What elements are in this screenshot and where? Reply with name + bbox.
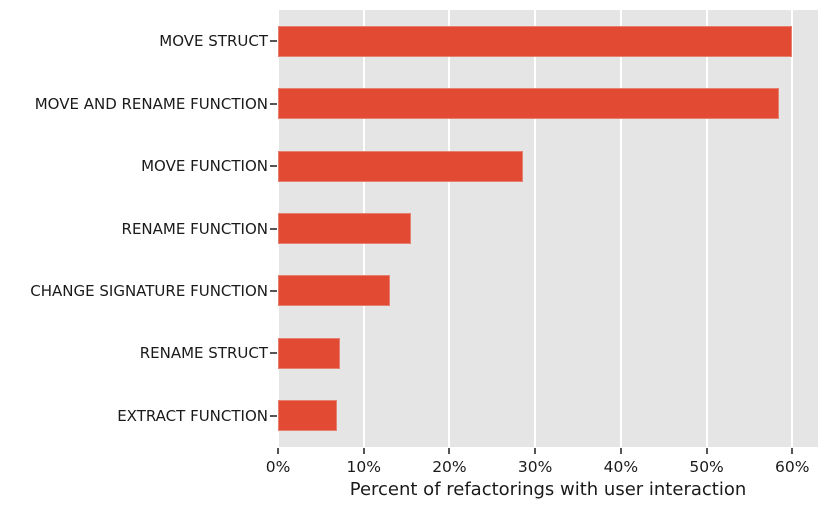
x-axis-title: Percent of refactorings with user intera…: [349, 479, 747, 500]
gridline: [791, 10, 794, 447]
plot-area: [277, 10, 818, 447]
gridline: [534, 10, 537, 447]
bar: [278, 25, 793, 57]
x-axis-tick-label: 60%: [775, 458, 810, 476]
x-tick-mark: [791, 448, 794, 454]
x-tick-mark: [619, 448, 622, 454]
bar: [278, 88, 779, 120]
bar: [278, 150, 524, 182]
bar: [278, 337, 340, 369]
y-axis-label: MOVE AND RENAME FUNCTION: [34, 94, 268, 113]
bar: [278, 400, 338, 432]
x-axis-tick-label: 50%: [689, 458, 724, 476]
x-axis-tick-label: 20%: [432, 458, 467, 476]
y-tick-mark: [270, 352, 277, 355]
y-tick-mark: [270, 227, 277, 230]
y-axis-label: RENAME FUNCTION: [121, 219, 268, 238]
y-axis-label: MOVE FUNCTION: [141, 157, 268, 176]
y-axis-label: RENAME STRUCT: [139, 344, 268, 363]
y-tick-mark: [270, 165, 277, 168]
x-tick-mark: [362, 448, 365, 454]
y-tick-mark: [270, 40, 277, 43]
gridline: [619, 10, 622, 447]
bar: [278, 213, 411, 244]
x-tick-mark: [277, 448, 279, 454]
x-tick-mark: [534, 448, 537, 454]
y-axis-label: CHANGE SIGNATURE FUNCTION: [30, 281, 268, 300]
bar: [278, 275, 391, 307]
gridline: [448, 10, 451, 447]
x-axis-tick-label: 30%: [517, 458, 553, 476]
x-axis-tick-label: 0%: [265, 458, 291, 476]
gridline: [705, 10, 708, 447]
y-tick-mark: [270, 289, 277, 292]
y-axis-label: EXTRACT FUNCTION: [117, 406, 268, 425]
x-tick-mark: [448, 448, 451, 454]
x-axis-tick-label: 40%: [603, 458, 639, 476]
x-tick-mark: [705, 448, 708, 454]
y-tick-mark: [270, 414, 277, 417]
x-axis-tick-label: 10%: [346, 458, 381, 476]
y-tick-mark: [270, 102, 277, 105]
y-axis-label: MOVE STRUCT: [159, 32, 268, 51]
